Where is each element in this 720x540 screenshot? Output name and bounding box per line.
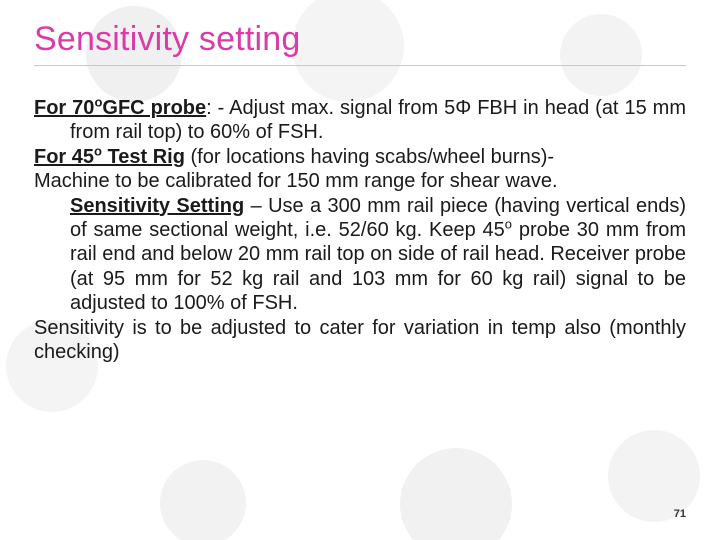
l2-rest: (for locations having scabs/wheel burns)… xyxy=(185,146,554,168)
l4-sup: o xyxy=(505,216,512,231)
l2-lead: For 45 xyxy=(34,146,94,168)
l2-leadb: Test Rig xyxy=(102,146,185,168)
para-testrig45: For 45o Test Rig (for locations having s… xyxy=(34,145,686,169)
para-monthly: Sensitivity is to be adjusted to cater f… xyxy=(34,316,686,365)
para-sens-setting: Sensitivity Setting – Use a 300 mm rail … xyxy=(34,194,686,316)
para-calib: Machine to be calibrated for 150 mm rang… xyxy=(34,169,686,193)
l4-lead: Sensitivity Setting xyxy=(70,195,244,217)
l1-lead: For 70 xyxy=(34,97,94,119)
slide: Sensitivity setting For 70oGFC probe: - … xyxy=(0,0,720,540)
l2-sup: o xyxy=(94,143,102,158)
para-probe70: For 70oGFC probe: - Adjust max. signal f… xyxy=(34,96,686,145)
l1-leadb: GFC probe xyxy=(102,97,206,119)
slide-title: Sensitivity setting xyxy=(34,20,686,59)
page-number: 71 xyxy=(674,508,686,520)
title-divider xyxy=(34,65,686,66)
slide-body: For 70oGFC probe: - Adjust max. signal f… xyxy=(34,96,686,364)
